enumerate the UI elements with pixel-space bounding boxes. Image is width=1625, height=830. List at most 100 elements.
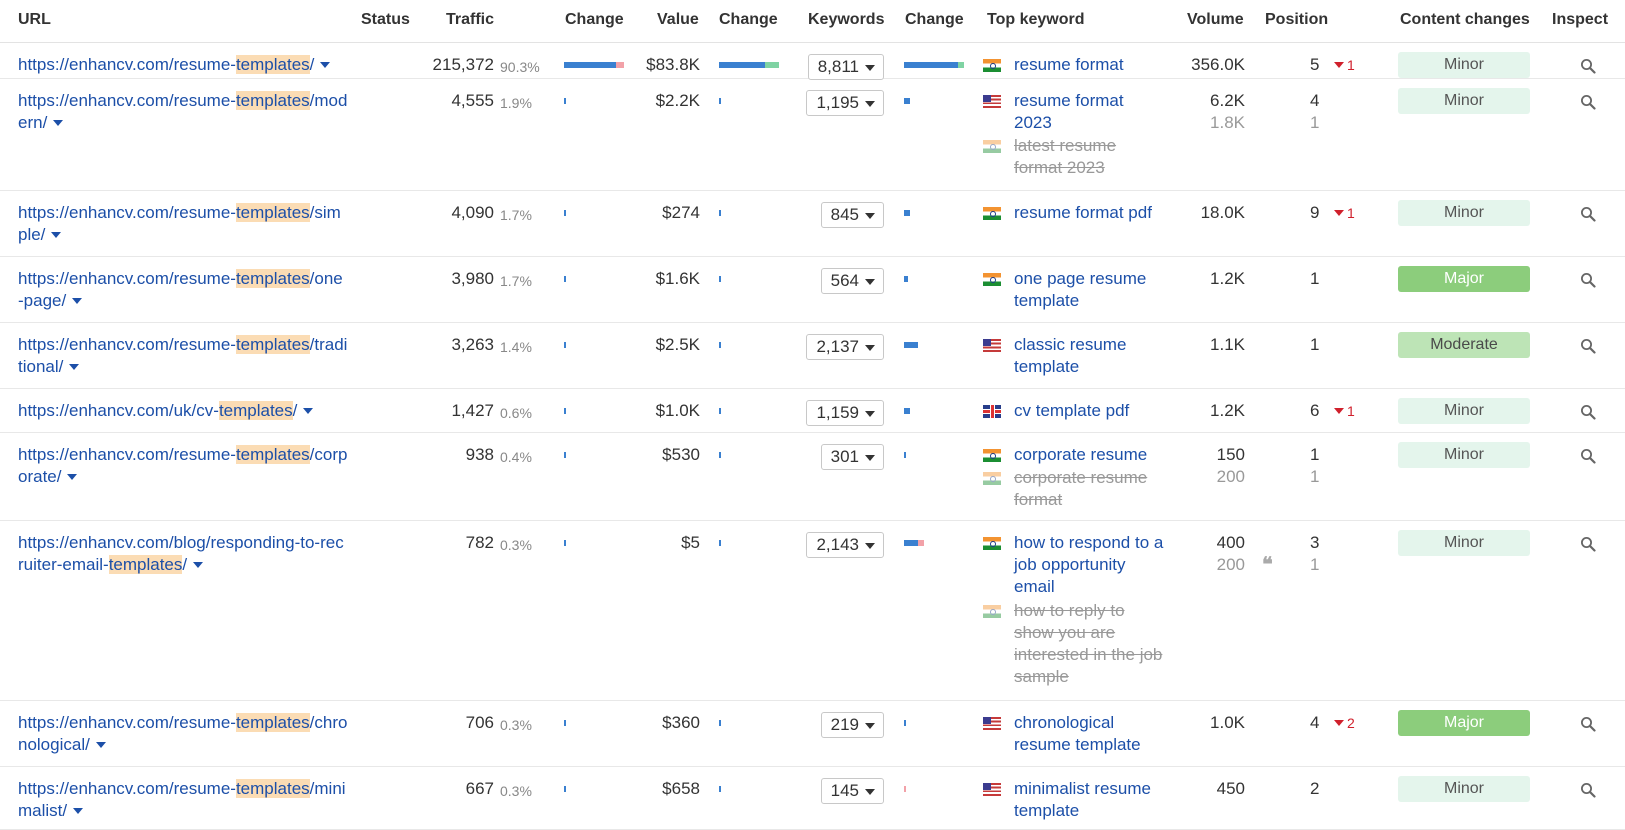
top-keyword-link[interactable]: minimalist resume template xyxy=(1014,779,1151,820)
keywords-dropdown[interactable]: 1,195 xyxy=(806,90,884,116)
header-keywords-change[interactable]: Change xyxy=(905,11,964,28)
traffic-change-bar[interactable] xyxy=(564,540,566,546)
content-change-badge[interactable]: Minor xyxy=(1398,530,1530,556)
keywords-dropdown[interactable]: 301 xyxy=(820,444,884,470)
url-link[interactable]: https://enhancv.com/resume-templates/tra… xyxy=(18,335,348,376)
keywords-change-bar[interactable] xyxy=(904,62,964,68)
value-change-bar[interactable] xyxy=(719,720,721,726)
chevron-down-icon[interactable] xyxy=(72,297,83,304)
search-icon[interactable] xyxy=(1580,338,1596,354)
traffic-change-bar[interactable] xyxy=(564,98,566,104)
url-link[interactable]: https://enhancv.com/resume-templates/chr… xyxy=(18,713,348,754)
chevron-down-icon[interactable] xyxy=(95,741,106,748)
content-change-badge[interactable]: Minor xyxy=(1398,52,1530,78)
url-link[interactable]: https://enhancv.com/resume-templates/sim… xyxy=(18,203,341,244)
traffic-change-bar[interactable] xyxy=(564,786,566,792)
keywords-dropdown[interactable]: 219 xyxy=(820,712,884,738)
traffic-change-bar[interactable] xyxy=(564,276,566,282)
value-change-bar[interactable] xyxy=(719,408,721,414)
url-link[interactable]: https://enhancv.com/uk/cv-templates/ xyxy=(18,400,348,422)
top-keyword-link[interactable]: cv template pdf xyxy=(1014,401,1130,420)
search-icon[interactable] xyxy=(1580,272,1596,288)
keywords-dropdown[interactable]: 145 xyxy=(820,778,884,804)
search-icon[interactable] xyxy=(1580,448,1596,464)
top-keyword-link[interactable]: how to respond to a job opportunity emai… xyxy=(1014,533,1164,596)
chevron-down-icon[interactable] xyxy=(67,473,78,480)
value-change-bar[interactable] xyxy=(719,62,779,68)
top-keyword-link[interactable]: resume format pdf xyxy=(1014,203,1152,222)
keywords-dropdown[interactable]: 2,137 xyxy=(806,334,884,360)
top-keyword-link[interactable]: chronological resume template xyxy=(1014,713,1141,754)
value-change-bar[interactable] xyxy=(719,540,721,546)
url-link[interactable]: https://enhancv.com/resume-templates/mod… xyxy=(18,91,348,132)
top-keyword-link[interactable]: resume format xyxy=(1014,55,1124,74)
keywords-change-bar[interactable] xyxy=(904,786,906,792)
content-change-badge[interactable]: Major xyxy=(1398,710,1530,736)
url-link[interactable]: https://enhancv.com/resume-templates/cor… xyxy=(18,445,348,486)
top-keyword-link[interactable]: one page resume template xyxy=(1014,269,1147,310)
url-link[interactable]: https://enhancv.com/resume-templates/ xyxy=(18,54,348,76)
keywords-dropdown[interactable]: 564 xyxy=(820,268,884,294)
top-keyword-link[interactable]: classic resume template xyxy=(1014,335,1127,376)
header-value[interactable]: Value xyxy=(657,11,699,28)
value-change-bar[interactable] xyxy=(719,210,721,216)
header-traffic-change[interactable]: Change xyxy=(565,11,624,28)
search-icon[interactable] xyxy=(1580,94,1596,110)
header-value-change[interactable]: Change xyxy=(719,11,778,28)
content-change-badge[interactable]: Minor xyxy=(1398,398,1530,424)
content-change-badge[interactable]: Minor xyxy=(1398,776,1530,802)
content-change-badge[interactable]: Minor xyxy=(1398,88,1530,114)
keywords-dropdown[interactable]: 845 xyxy=(820,202,884,228)
keywords-dropdown[interactable]: 8,811 xyxy=(807,54,884,80)
traffic-change-bar[interactable] xyxy=(564,408,566,414)
keywords-change-bar[interactable] xyxy=(904,408,910,414)
value-change-bar[interactable] xyxy=(719,786,721,792)
chevron-down-icon[interactable] xyxy=(73,807,84,814)
top-keyword-link[interactable]: resume format 2023 xyxy=(1014,91,1124,132)
keywords-change-bar[interactable] xyxy=(904,210,910,216)
keywords-change-bar[interactable] xyxy=(904,452,906,458)
header-position[interactable]: Position xyxy=(1265,11,1329,28)
value-change-bar[interactable] xyxy=(719,342,721,348)
header-status[interactable]: Status xyxy=(361,11,410,28)
chevron-down-icon[interactable] xyxy=(303,407,314,414)
traffic-change-bar[interactable] xyxy=(564,720,566,726)
value-change-bar[interactable] xyxy=(719,452,721,458)
search-icon[interactable] xyxy=(1580,716,1596,732)
value-change-bar[interactable] xyxy=(719,98,721,104)
search-icon[interactable] xyxy=(1580,58,1596,74)
top-keyword-link[interactable]: corporate resume xyxy=(1014,445,1148,464)
url-link[interactable]: https://enhancv.com/resume-templates/min… xyxy=(18,779,346,820)
keywords-change-bar[interactable] xyxy=(904,276,908,282)
keywords-change-bar[interactable] xyxy=(904,540,924,546)
traffic-change-bar[interactable] xyxy=(564,452,566,458)
quote-icon[interactable]: ❝ xyxy=(1262,554,1273,576)
chevron-down-icon[interactable] xyxy=(320,61,331,68)
traffic-change-bar[interactable] xyxy=(564,342,566,348)
content-change-badge[interactable]: Minor xyxy=(1398,442,1530,468)
search-icon[interactable] xyxy=(1580,206,1596,222)
traffic-change-bar[interactable] xyxy=(564,62,624,68)
content-change-badge[interactable]: Minor xyxy=(1398,200,1530,226)
content-change-badge[interactable]: Major xyxy=(1398,266,1530,292)
keywords-dropdown[interactable]: 2,143 xyxy=(806,532,884,558)
header-url[interactable]: URL xyxy=(18,11,51,28)
keywords-dropdown[interactable]: 1,159 xyxy=(806,400,884,426)
header-traffic[interactable]: Traffic xyxy=(446,11,495,28)
header-volume[interactable]: Volume xyxy=(1187,11,1244,28)
chevron-down-icon[interactable] xyxy=(51,231,62,238)
chevron-down-icon[interactable] xyxy=(69,363,80,370)
traffic-change-bar[interactable] xyxy=(564,210,566,216)
chevron-down-icon[interactable] xyxy=(53,119,64,126)
chevron-down-icon[interactable] xyxy=(193,561,204,568)
url-link[interactable]: https://enhancv.com/resume-templates/one… xyxy=(18,269,343,310)
header-keywords[interactable]: Keywords xyxy=(808,11,885,28)
keywords-change-bar[interactable] xyxy=(904,720,906,726)
header-content-changes[interactable]: Content changes xyxy=(1400,11,1530,28)
keywords-change-bar[interactable] xyxy=(904,98,910,104)
keywords-change-bar[interactable] xyxy=(904,342,918,348)
search-icon[interactable] xyxy=(1580,536,1596,552)
content-change-badge[interactable]: Moderate xyxy=(1398,332,1530,358)
search-icon[interactable] xyxy=(1580,404,1596,420)
value-change-bar[interactable] xyxy=(719,276,721,282)
